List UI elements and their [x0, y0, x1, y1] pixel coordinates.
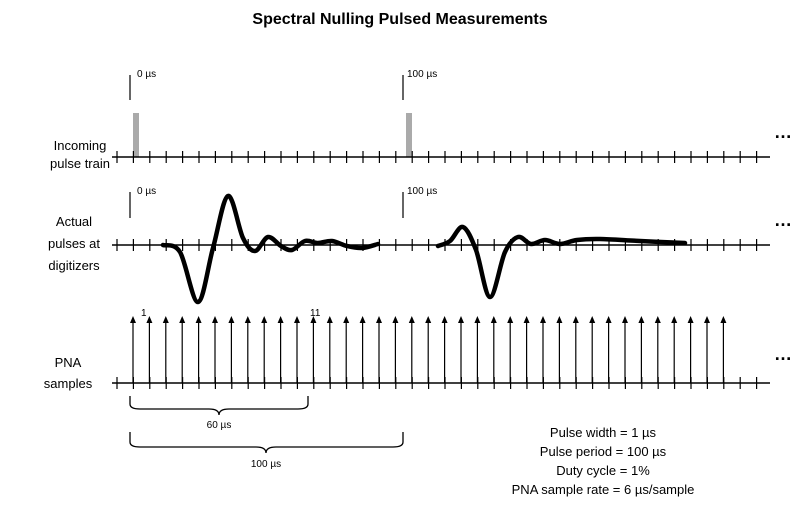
arrow-head	[277, 316, 284, 323]
marker-label: 100 µs	[407, 69, 437, 80]
arrow-head	[654, 316, 661, 323]
waveform	[160, 193, 381, 305]
arrow-head	[458, 316, 464, 323]
pulse	[406, 113, 412, 157]
arrow-head	[179, 316, 186, 323]
row-label: PNA	[55, 355, 82, 370]
arrow-head	[540, 316, 546, 323]
arrow-head	[408, 316, 415, 323]
arrow-head	[343, 316, 350, 323]
note: Pulse period = 100 µs	[540, 444, 667, 459]
arrow-head	[523, 316, 530, 323]
pulse	[133, 113, 139, 157]
bracket	[129, 396, 309, 416]
arrow-head	[130, 316, 136, 323]
row-label: Incoming	[54, 138, 107, 153]
arrow-head	[474, 316, 481, 323]
arrow-head	[146, 316, 153, 323]
arrow-head	[359, 316, 366, 323]
arrow-head	[310, 316, 317, 323]
arrow-head	[376, 316, 382, 323]
arrow-head	[589, 316, 596, 323]
marker-label: 100 µs	[407, 186, 437, 197]
arrow-head	[392, 316, 399, 323]
arrow-head	[162, 316, 169, 323]
waveform	[435, 224, 688, 300]
marker-label: 0 µs	[137, 69, 156, 80]
arrow-head	[671, 316, 678, 323]
arrow-head	[605, 316, 612, 323]
arrow-head	[556, 316, 563, 323]
ellipsis: …	[774, 122, 792, 142]
arrow-head	[228, 316, 235, 323]
arrow-head	[425, 316, 432, 323]
note: Pulse width = 1 µs	[550, 425, 657, 440]
arrow-head	[244, 316, 251, 323]
arrow-head	[622, 316, 628, 323]
arrow-head	[261, 316, 268, 323]
row-label: pulses at	[48, 236, 100, 251]
arrow-head	[638, 316, 645, 323]
ellipsis: …	[774, 210, 792, 230]
arrow-head	[326, 316, 333, 323]
marker-label: 0 µs	[137, 186, 156, 197]
row-label: Actual	[56, 214, 92, 229]
note: Duty cycle = 1%	[556, 463, 650, 478]
bracket-label: 60 µs	[207, 420, 232, 431]
row-label: digitizers	[48, 258, 100, 273]
arrow-head	[490, 316, 497, 323]
arrow-head	[212, 316, 218, 323]
arrow-head	[720, 316, 727, 323]
arrow-head	[687, 316, 694, 323]
row-label: samples	[44, 376, 93, 391]
sample-label: 11	[310, 308, 321, 319]
title: Spectral Nulling Pulsed Measurements	[252, 11, 547, 28]
bracket	[129, 432, 404, 454]
arrow-head	[507, 316, 514, 323]
arrow-head	[704, 316, 710, 323]
ellipsis: …	[774, 344, 792, 364]
sample-label: 1	[141, 308, 147, 319]
arrow-head	[195, 316, 202, 323]
arrow-head	[294, 316, 300, 323]
arrow-head	[441, 316, 448, 323]
row-label: pulse train	[50, 156, 110, 171]
bracket-label: 100 µs	[251, 459, 281, 470]
note: PNA sample rate = 6 µs/sample	[512, 482, 695, 497]
arrow-head	[572, 316, 579, 323]
